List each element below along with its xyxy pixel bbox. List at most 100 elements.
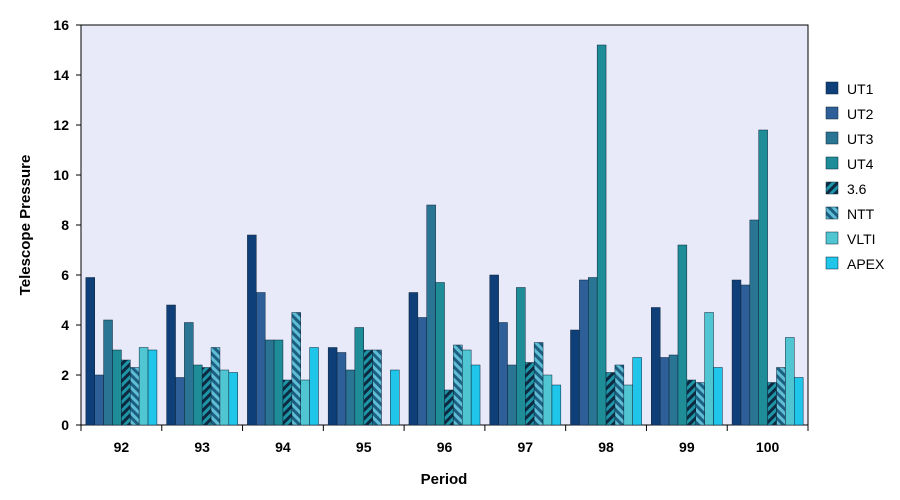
bar-ut3-94 (264, 339, 275, 426)
bar-ut4-92 (112, 349, 122, 426)
bar-ntt-98 (614, 364, 625, 426)
x-tick-label: 100 (756, 439, 780, 455)
bar-36-97 (525, 362, 535, 426)
bar-apex-94 (309, 347, 319, 426)
bar-ut2-98 (579, 279, 589, 426)
legend-swatch (825, 256, 839, 270)
bar-ut3-92 (103, 319, 113, 426)
bar-36-92 (121, 359, 131, 426)
bar-ut1-97 (489, 274, 499, 426)
bar-ut3-100 (749, 219, 759, 426)
bar-vlti-96 (462, 349, 472, 426)
bar-ntt-94 (291, 312, 301, 426)
bar-ut2-95 (336, 352, 347, 426)
bar-apex-100 (794, 377, 804, 426)
bar-ntt-97 (533, 342, 544, 426)
y-tick-label: 8 (61, 217, 69, 233)
legend-swatch (825, 156, 839, 170)
y-tick-label: 16 (53, 17, 69, 33)
bar-apex-98 (632, 357, 642, 426)
legend-label: 3.6 (847, 181, 867, 197)
bar-vlti-97 (542, 374, 553, 426)
bar-36-99 (686, 379, 696, 426)
x-tick-label: 93 (194, 439, 210, 455)
bar-36-94 (282, 379, 293, 426)
bar-apex-97 (551, 384, 562, 426)
legend-label: UT1 (847, 81, 874, 97)
legend-swatch (825, 181, 839, 195)
legend-swatch (825, 106, 839, 120)
bar-36-93 (201, 367, 212, 426)
bar-ntt-92 (130, 367, 140, 426)
bar-ut1-99 (651, 307, 661, 426)
bar-ut1-94 (247, 234, 257, 426)
bar-ut3-95 (345, 369, 356, 426)
bar-vlti-93 (219, 369, 230, 426)
bar-vlti-92 (138, 347, 149, 426)
y-tick-label: 0 (61, 417, 69, 433)
bar-ut1-96 (408, 292, 419, 426)
bar-ntt-95 (372, 349, 382, 426)
bar-36-98 (605, 372, 616, 426)
bar-ut4-94 (273, 339, 284, 426)
y-tick-label: 14 (53, 67, 69, 83)
y-axis-title: Telescope Pressure (17, 155, 34, 296)
y-tick-label: 12 (53, 117, 69, 133)
y-tick-label: 6 (61, 267, 69, 283)
bar-apex-99 (713, 367, 723, 426)
bar-ut2-97 (498, 322, 508, 426)
bar-ntt-100 (776, 367, 786, 426)
legend-swatch (825, 131, 839, 145)
legend: UT1 UT2 UT3 UT4 3.6 NTT VLTI APEX (825, 81, 885, 272)
bar-apex-96 (470, 364, 481, 426)
legend-label: VLTI (847, 231, 876, 247)
bar-apex-93 (228, 372, 238, 426)
bar-ut2-100 (740, 284, 751, 426)
bar-ut1-98 (570, 329, 580, 426)
bar-ntt-93 (210, 347, 221, 426)
bar-ut4-93 (193, 364, 203, 426)
bar-ntt-96 (453, 344, 463, 426)
x-tick-label: 92 (114, 439, 130, 455)
bar-ut3-93 (184, 322, 194, 426)
x-axis: 92 93 94 95 96 97 98 99 100 (80, 425, 809, 455)
legend-swatch (825, 81, 839, 95)
bar-ut4-99 (677, 244, 688, 426)
legend-label: APEX (847, 256, 885, 272)
x-tick-label: 96 (437, 439, 453, 455)
y-tick-label: 10 (53, 167, 69, 183)
x-tick-label: 99 (679, 439, 695, 455)
bar-ut4-98 (596, 44, 607, 426)
bar-ut2-99 (659, 357, 670, 426)
legend-swatch (825, 231, 839, 245)
y-tick-label: 4 (61, 317, 69, 333)
bar-ut3-99 (668, 354, 679, 426)
y-axis: 0 2 4 6 8 10 12 14 16 (53, 17, 81, 433)
bar-ut3-97 (507, 364, 517, 426)
bar-36-96 (444, 389, 454, 426)
bar-ut1-92 (85, 277, 95, 426)
bar-apex-95 (390, 369, 400, 426)
legend-label: NTT (847, 206, 875, 222)
bar-apex-92 (147, 349, 158, 426)
bar-ntt-99 (695, 382, 705, 426)
y-tick-label: 2 (61, 367, 69, 383)
bar-ut2-94 (256, 292, 266, 426)
x-tick-label: 95 (356, 439, 372, 455)
bar-ut2-93 (175, 377, 185, 426)
x-tick-label: 98 (598, 439, 614, 455)
bar-vlti-94 (300, 379, 310, 426)
bar-ut1-93 (166, 304, 176, 426)
bar-ut4-95 (354, 327, 364, 426)
legend-label: UT4 (847, 156, 874, 172)
bar-ut2-96 (417, 317, 427, 426)
bars-group (85, 44, 804, 426)
x-tick-label: 97 (517, 439, 533, 455)
bar-ut4-100 (758, 129, 768, 426)
legend-label: UT2 (847, 106, 874, 122)
bar-vlti-98 (623, 384, 633, 426)
bar-ut4-96 (435, 282, 445, 426)
legend-swatch (825, 206, 839, 220)
x-tick-label: 94 (275, 439, 291, 455)
